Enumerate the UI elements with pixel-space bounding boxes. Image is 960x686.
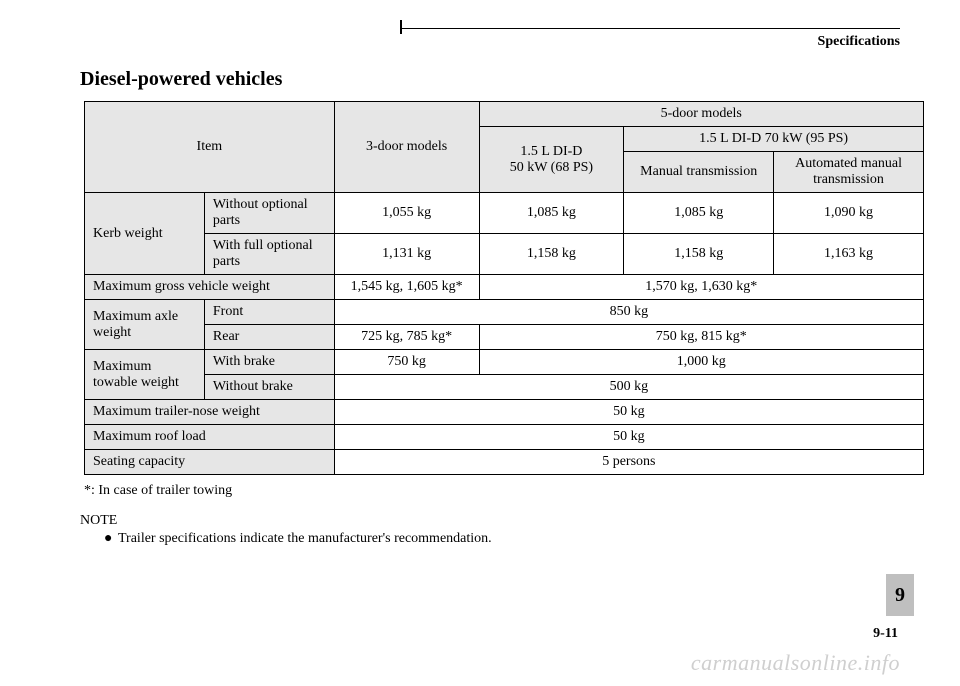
note-text: Trailer specifications indicate the manu…	[118, 531, 492, 547]
cell: 1,158 kg	[479, 234, 624, 275]
roof-label: Maximum roof load	[85, 425, 335, 450]
cell: 725 kg, 785 kg*	[334, 325, 479, 350]
bullet-icon: ●	[104, 531, 118, 547]
cell: 850 kg	[334, 300, 923, 325]
footnote: *: In case of trailer towing	[84, 483, 900, 499]
rear-label: Rear	[204, 325, 334, 350]
note-item: ● Trailer specifications indicate the ma…	[104, 531, 900, 547]
trailer-nose-label: Maximum trailer-nose weight	[85, 400, 335, 425]
col-trans-auto: Automated manual transmission	[774, 152, 924, 193]
cell: 1,000 kg	[479, 350, 924, 375]
gvw-label: Maximum gross vehicle weight	[85, 275, 335, 300]
cell: 1,545 kg, 1,605 kg*	[334, 275, 479, 300]
cell: 750 kg	[334, 350, 479, 375]
cell: 1,158 kg	[624, 234, 774, 275]
with-parts-label: With full optional parts	[204, 234, 334, 275]
without-brake-label: Without brake	[204, 375, 334, 400]
cell: 1,085 kg	[624, 193, 774, 234]
cell: 50 kg	[334, 425, 923, 450]
kerb-weight-label: Kerb weight	[85, 193, 205, 275]
seating-label: Seating capacity	[85, 450, 335, 475]
cell: 1,570 kg, 1,630 kg*	[479, 275, 924, 300]
col-engine-a: 1.5 L DI-D 50 kW (68 PS)	[479, 127, 624, 193]
chapter-tab: 9	[886, 574, 914, 616]
col-item: Item	[85, 102, 335, 193]
cell: 1,163 kg	[774, 234, 924, 275]
col-trans-manual: Manual transmission	[624, 152, 774, 193]
without-parts-label: Without optional parts	[204, 193, 334, 234]
cell: 1,131 kg	[334, 234, 479, 275]
page-number: 9-11	[873, 626, 898, 642]
header-section: Specifications	[818, 34, 900, 50]
cell: 1,090 kg	[774, 193, 924, 234]
col-3door: 3-door models	[334, 102, 479, 193]
with-brake-label: With brake	[204, 350, 334, 375]
note-label: NOTE	[80, 513, 900, 529]
cell: 500 kg	[334, 375, 923, 400]
col-engine-b: 1.5 L DI-D 70 kW (95 PS)	[624, 127, 924, 152]
cell: 50 kg	[334, 400, 923, 425]
towable-label: Maximum towable weight	[85, 350, 205, 400]
cell: 1,085 kg	[479, 193, 624, 234]
cell: 1,055 kg	[334, 193, 479, 234]
col-5door: 5-door models	[479, 102, 924, 127]
cell: 5 persons	[334, 450, 923, 475]
specifications-table: Item 3-door models 5-door models 1.5 L D…	[84, 101, 924, 475]
section-title: Diesel-powered vehicles	[80, 68, 900, 91]
cell: 750 kg, 815 kg*	[479, 325, 924, 350]
front-label: Front	[204, 300, 334, 325]
watermark: carmanualsonline.info	[691, 650, 900, 676]
axle-label: Maximum axle weight	[85, 300, 205, 350]
